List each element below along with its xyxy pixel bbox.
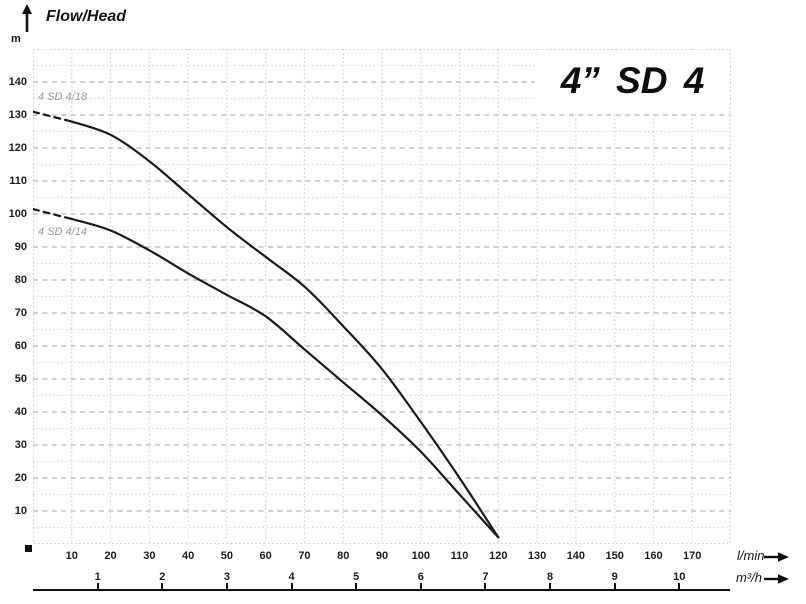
m3h-tick-mark [613, 583, 616, 589]
curve-label: 4 SD 4/18 [38, 90, 87, 103]
x-tick-label-lmin: 160 [644, 550, 663, 562]
x-axis-unit-m3h: m³/h [736, 570, 762, 585]
x-tick-label-lmin: 20 [104, 550, 117, 562]
m3h-axis-line [33, 589, 730, 591]
y-tick-label: 100 [8, 207, 27, 220]
x-tick-label-lmin: 80 [337, 550, 350, 562]
curves-and-grid [33, 49, 731, 544]
x-tick-label-lmin: 90 [375, 550, 389, 562]
x-tick-label-m3h: 4 [288, 571, 295, 583]
y-tick-label: 90 [14, 240, 27, 253]
y-tick-label: 60 [14, 339, 27, 352]
x-tick-label-m3h: 5 [353, 571, 360, 583]
x-tick-label-m3h: 2 [159, 571, 166, 583]
y-tick-label: 70 [14, 306, 27, 319]
y-tick-label: 50 [14, 372, 27, 385]
y-tick-label: 80 [14, 273, 27, 286]
m3h-tick-mark [355, 583, 358, 589]
y-tick-label: 110 [9, 174, 27, 187]
x-tick-label-lmin: 100 [411, 550, 430, 562]
x-tick-label-m3h: 7 [482, 571, 489, 583]
m3h-tick-mark [419, 583, 422, 589]
x-tick-label-m3h: 1 [94, 571, 101, 583]
up-arrow-icon [20, 4, 34, 39]
x-tick-label-m3h: 10 [673, 571, 686, 583]
x-tick-label-lmin: 110 [450, 550, 469, 562]
x-tick-label-lmin: 40 [181, 550, 195, 562]
x-tick-label-m3h: 6 [417, 571, 424, 583]
y-axis-unit: m [11, 33, 21, 45]
y-tick-label: 40 [14, 405, 27, 418]
x-tick-label-m3h: 3 [223, 571, 230, 583]
x-tick-label-lmin: 30 [143, 550, 156, 562]
x-tick-label-lmin: 70 [298, 550, 311, 562]
x-axis-unit-lmin: l/min [737, 548, 765, 563]
x-tick-label-lmin: 140 [566, 550, 586, 562]
x-tick-label-lmin: 150 [605, 550, 624, 562]
x-tick-label-m3h: 9 [611, 571, 618, 583]
m3h-tick-mark [549, 583, 552, 589]
curve-label: 4 SD 4/14 [38, 226, 87, 239]
m3h-tick-mark [96, 583, 99, 589]
x-tick-label-lmin: 60 [259, 550, 272, 562]
m3h-tick-mark [484, 583, 487, 589]
y-tick-label: 10 [14, 504, 27, 517]
y-tick-label: 20 [14, 471, 27, 484]
m3h-tick-mark [225, 583, 228, 589]
right-arrow-icon [764, 572, 790, 590]
x-tick-label-lmin: 120 [489, 550, 508, 562]
m3h-tick-mark [161, 583, 164, 589]
right-arrow-icon [764, 550, 790, 568]
y-axis-title: Flow/Head [46, 8, 127, 25]
m3h-tick-mark [290, 583, 293, 589]
y-tick-label: 140 [8, 75, 27, 88]
origin-marker [25, 545, 32, 552]
plot-area [33, 49, 731, 544]
y-tick-label: 130 [8, 108, 27, 121]
x-tick-label-lmin: 130 [527, 550, 547, 562]
m3h-tick-mark [678, 583, 681, 589]
y-tick-label: 30 [14, 438, 27, 451]
x-tick-label-lmin: 50 [220, 550, 233, 562]
x-tick-label-lmin: 170 [683, 550, 702, 562]
y-tick-label: 120 [8, 141, 27, 154]
x-tick-label-m3h: 8 [546, 571, 554, 583]
x-tick-label-lmin: 10 [65, 550, 78, 562]
chart-title: 4” SD 4 [535, 50, 730, 112]
